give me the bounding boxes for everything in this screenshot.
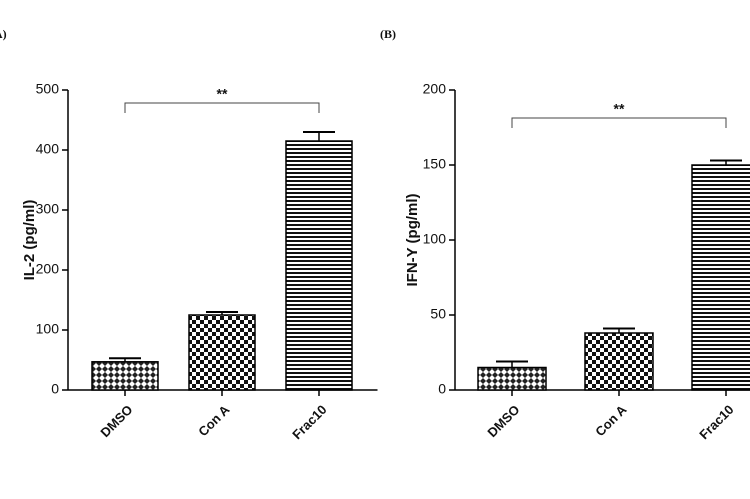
- y-tick-label: 50: [430, 306, 446, 322]
- bar: [477, 366, 547, 391]
- x-tick-label: Con A: [592, 402, 630, 440]
- y-tick-label: 0: [51, 381, 59, 397]
- y-tick-label: 400: [36, 141, 60, 157]
- panel-label: (B): [380, 27, 396, 41]
- bar: [188, 314, 256, 391]
- x-tick-label: DMSO: [484, 402, 522, 440]
- y-tick-label: 0: [438, 381, 446, 397]
- x-tick-label: Frac10: [696, 402, 736, 442]
- y-tick-label: 200: [423, 81, 447, 97]
- x-tick-label: Con A: [195, 402, 233, 440]
- y-axis-title: IL-2 (pg/ml): [21, 200, 38, 281]
- y-tick-label: 200: [36, 261, 60, 277]
- panel-label: (A): [0, 27, 7, 41]
- bar: [285, 140, 353, 391]
- y-tick-label: 150: [423, 156, 447, 172]
- significance-label: **: [217, 86, 228, 102]
- y-tick-label: 100: [36, 321, 60, 337]
- y-tick-label: 100: [423, 231, 447, 247]
- significance-label: **: [614, 101, 625, 117]
- x-tick-label: Frac10: [289, 402, 329, 442]
- significance-bracket: [124, 102, 320, 113]
- bar: [91, 361, 159, 391]
- y-tick-label: 300: [36, 201, 60, 217]
- y-axis-title: IFN-Y (pg/ml): [404, 193, 421, 286]
- y-tick-label: 500: [36, 81, 60, 97]
- significance-bracket: [511, 117, 727, 128]
- bar: [691, 164, 750, 391]
- x-tick-label: DMSO: [97, 402, 135, 440]
- bar: [584, 332, 654, 391]
